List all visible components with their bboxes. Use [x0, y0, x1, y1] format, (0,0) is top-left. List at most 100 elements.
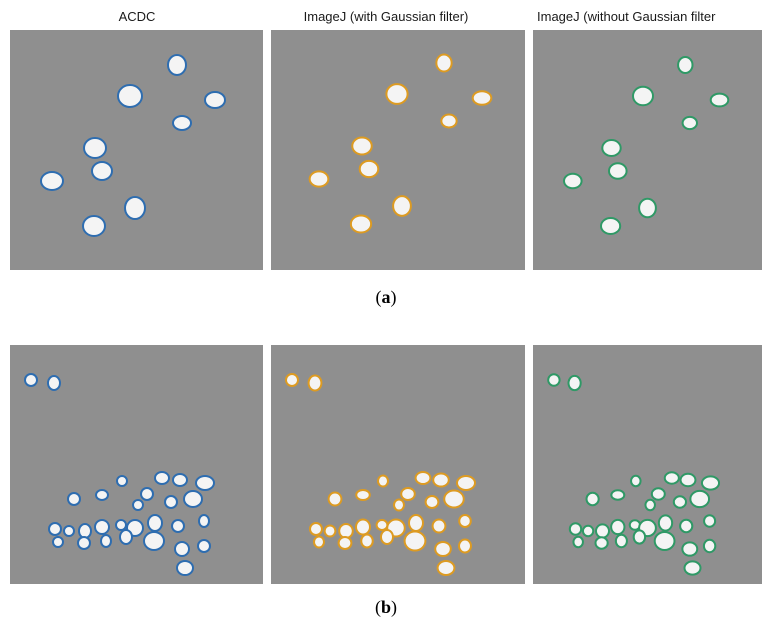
cell-outline — [630, 474, 642, 488]
cell-outline — [689, 489, 711, 509]
cell-outline — [393, 498, 405, 512]
cell-outline — [568, 522, 583, 536]
cell-outline — [117, 84, 143, 108]
cell-outline — [443, 489, 465, 509]
cell-outline — [360, 533, 374, 549]
cell-outline — [183, 490, 203, 508]
cell-outline — [644, 498, 656, 512]
cell-outline — [403, 530, 427, 552]
cell-outline — [650, 487, 666, 501]
cells-b-imagej-no-gaussian — [547, 373, 721, 576]
cell-outline — [632, 85, 654, 107]
cell-outline — [458, 538, 472, 554]
panel-a-imagej-gaussian — [271, 30, 525, 270]
cell-outline — [63, 525, 75, 537]
cell-outline — [567, 374, 582, 392]
cell-outline — [614, 533, 628, 549]
cell-outline — [679, 518, 694, 534]
panel-b-imagej-no-gaussian — [533, 345, 762, 584]
cell-outline — [77, 536, 91, 550]
cell-outline — [547, 373, 561, 387]
cells-a-imagej-gaussian — [308, 53, 493, 234]
cell-outline — [458, 514, 472, 528]
title-imagej-gaussian: ImageJ (with Gaussian filter) — [303, 9, 469, 24]
cell-outline — [338, 523, 354, 539]
cell-outline — [327, 491, 343, 507]
cell-outline — [143, 531, 165, 551]
cell-outline — [408, 514, 424, 532]
cell-outline — [67, 492, 81, 506]
cell-outline — [313, 535, 325, 549]
panel-b-acdc — [10, 345, 263, 584]
cell-outline — [380, 529, 394, 545]
cell-outline — [349, 214, 373, 234]
cell-outline — [392, 195, 412, 217]
cell-outline — [95, 489, 109, 501]
cell-outline — [119, 529, 133, 545]
cell-outline — [172, 473, 188, 487]
cell-outline — [608, 162, 628, 180]
cell-outline — [435, 53, 453, 73]
title-imagej-no-gaussian: ImageJ (without Gaussian filter — [537, 9, 716, 24]
cell-outline — [176, 560, 194, 576]
cell-outline — [709, 92, 730, 108]
cell-outline — [400, 487, 416, 501]
cell-outline — [147, 514, 163, 532]
cell-outline — [48, 522, 62, 536]
panel-a-imagej-no-gaussian — [533, 30, 762, 270]
cell-outline — [132, 499, 144, 511]
cell-outline — [432, 472, 450, 488]
cell-outline — [434, 541, 452, 557]
cell-outline — [563, 172, 583, 190]
panel-b-imagej-gaussian — [271, 345, 525, 584]
cell-outline — [672, 495, 687, 509]
cell-outline — [681, 115, 699, 131]
cell-outline — [595, 523, 610, 539]
cells-a-imagej-no-gaussian — [563, 56, 730, 235]
cell-outline — [83, 137, 107, 159]
cell-outline — [204, 91, 226, 109]
cell-outline — [24, 373, 38, 387]
cell-outline — [385, 83, 409, 105]
cell-outline — [638, 197, 657, 219]
cell-outline — [610, 489, 626, 501]
cell-outline — [456, 475, 476, 491]
cell-outline — [78, 523, 92, 539]
caption-a: (a) — [375, 287, 397, 307]
cell-outline — [700, 475, 721, 491]
cell-outline — [307, 374, 323, 392]
cell-outline — [154, 471, 170, 485]
cell-outline — [52, 536, 64, 548]
cell-outline — [164, 495, 178, 509]
cell-outline — [677, 56, 694, 74]
cell-outline — [683, 560, 702, 576]
cell-outline — [195, 475, 215, 491]
cell-outline — [436, 560, 456, 576]
cell-outline — [309, 522, 323, 536]
cell-outline — [632, 529, 647, 545]
cell-outline — [351, 136, 373, 156]
cell-outline — [285, 373, 299, 387]
cell-outline — [424, 495, 440, 509]
cell-outline — [581, 524, 595, 538]
cell-outline — [355, 518, 371, 536]
cell-outline — [610, 518, 626, 536]
cell-outline — [323, 524, 337, 538]
cell-outline — [94, 519, 110, 535]
cell-outline — [681, 541, 699, 557]
cell-outline — [355, 489, 371, 501]
cell-outline — [174, 541, 190, 557]
cell-outline — [585, 491, 600, 507]
cell-outline — [115, 519, 127, 531]
cell-outline — [600, 217, 622, 235]
cell-outline — [703, 514, 717, 528]
cell-outline — [358, 159, 380, 179]
cell-outline — [197, 539, 211, 553]
cell-outline — [308, 170, 330, 188]
cells-b-imagej-gaussian — [285, 373, 476, 576]
cell-outline — [171, 519, 185, 533]
cell-outline — [414, 471, 432, 485]
cell-outline — [140, 487, 154, 501]
cells-a-acdc — [40, 54, 226, 237]
cell-outline — [431, 518, 447, 534]
